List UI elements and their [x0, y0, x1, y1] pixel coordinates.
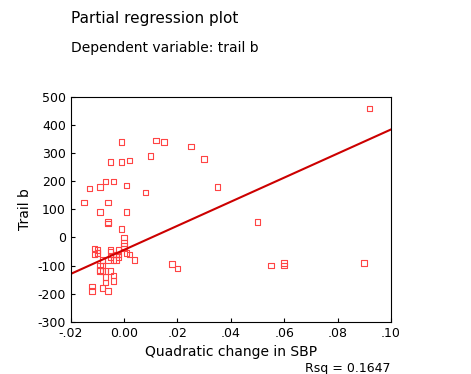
Point — [88, 283, 96, 289]
Point — [168, 261, 176, 267]
Point — [123, 250, 130, 256]
Point — [174, 266, 181, 272]
Point — [102, 274, 109, 280]
Point — [99, 263, 106, 269]
Point — [96, 184, 104, 190]
X-axis label: Quadratic change in SBP: Quadratic change in SBP — [145, 345, 317, 359]
Point — [91, 246, 98, 252]
Point — [187, 143, 195, 149]
Point — [366, 105, 374, 111]
Text: Partial regression plot: Partial regression plot — [71, 11, 238, 26]
Point — [102, 178, 109, 184]
Point — [107, 159, 114, 165]
Point — [200, 156, 208, 162]
Point — [104, 219, 112, 225]
Point — [80, 199, 88, 205]
Point — [107, 249, 114, 255]
Point — [123, 183, 130, 188]
Point — [104, 288, 112, 294]
Point — [126, 157, 133, 163]
Point — [104, 221, 112, 227]
Point — [110, 272, 117, 278]
Point — [147, 153, 154, 159]
Point — [99, 285, 106, 291]
Point — [214, 184, 221, 190]
Point — [99, 268, 106, 274]
Point — [102, 268, 109, 274]
Point — [112, 251, 120, 257]
Text: Dependent variable: trail b: Dependent variable: trail b — [71, 41, 258, 55]
Point — [107, 268, 114, 274]
Point — [110, 257, 117, 263]
Point — [115, 254, 122, 260]
Point — [360, 260, 368, 266]
Point — [96, 209, 104, 215]
Point — [267, 263, 275, 269]
Point — [112, 257, 120, 263]
Point — [115, 247, 122, 253]
Point — [126, 251, 133, 257]
Point — [104, 257, 112, 263]
Point — [99, 257, 106, 263]
Point — [120, 246, 128, 252]
Text: Rsq = 0.1647: Rsq = 0.1647 — [305, 362, 391, 374]
Point — [160, 139, 168, 145]
Point — [254, 219, 261, 225]
Point — [94, 250, 101, 256]
Point — [131, 257, 138, 263]
Point — [110, 178, 117, 184]
Point — [152, 138, 160, 144]
Point — [112, 251, 120, 257]
Point — [120, 240, 128, 246]
Point — [142, 190, 149, 196]
Point — [280, 263, 288, 269]
Point — [110, 278, 117, 284]
Point — [118, 226, 125, 232]
Point — [107, 254, 114, 260]
Point — [107, 247, 114, 253]
Point — [96, 268, 104, 274]
Point — [104, 199, 112, 205]
Point — [280, 260, 288, 266]
Point — [88, 288, 96, 294]
Point — [96, 267, 104, 273]
Point — [94, 247, 101, 253]
Point — [86, 186, 93, 191]
Point — [102, 279, 109, 285]
Point — [94, 250, 101, 256]
Point — [115, 251, 122, 257]
Point — [118, 159, 125, 165]
Point — [120, 243, 128, 249]
Y-axis label: Trail b: Trail b — [18, 188, 32, 230]
Point — [96, 263, 104, 269]
Point — [91, 251, 98, 257]
Point — [120, 234, 128, 240]
Point — [123, 209, 130, 215]
Point — [118, 139, 125, 145]
